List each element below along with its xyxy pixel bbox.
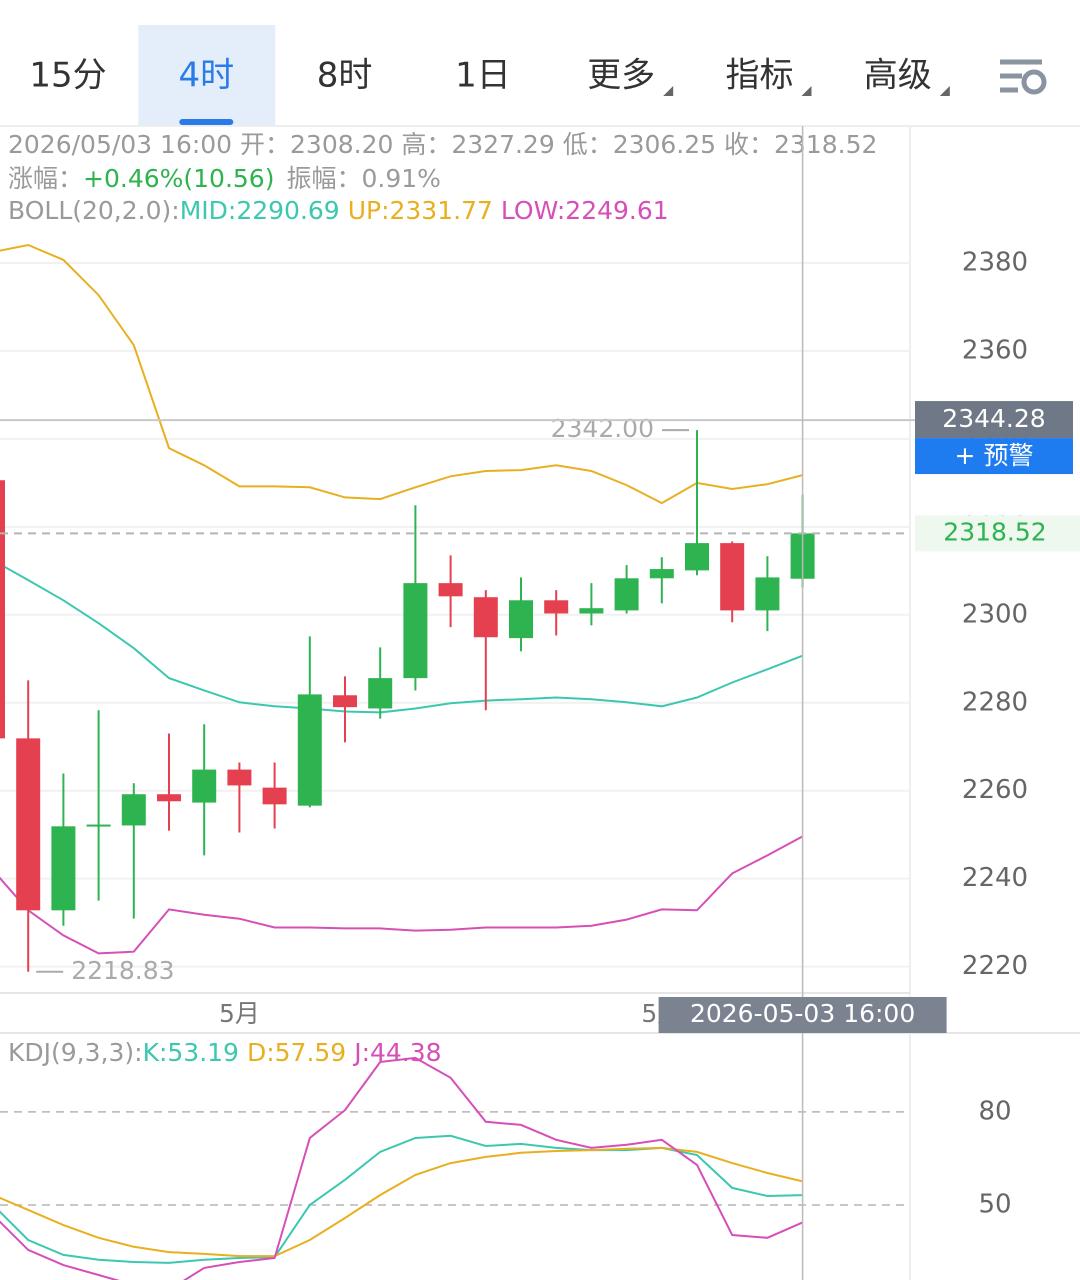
indicator-line: [0, 563, 803, 714]
y-tick-label: 2300: [962, 599, 1028, 629]
candle-body: [192, 769, 217, 803]
tab-bar: 15分 4时 8时 1日 更多 指标 高级: [29, 25, 950, 125]
candle-body: [473, 597, 498, 638]
tab[interactable]: 高级: [864, 56, 932, 96]
candle-body: [262, 787, 287, 805]
tab-highlight: [138, 25, 276, 125]
indicator-name: KDJ(9,3,3):: [8, 1038, 143, 1067]
candle-body: [403, 583, 428, 679]
last-price-label: 2344.28: [942, 404, 1045, 433]
icon-gear: [1021, 69, 1047, 95]
annotation-label: 2218.83: [71, 956, 174, 985]
legend-entry: MID:2290.69: [180, 196, 340, 225]
candle-body: [16, 738, 41, 911]
indicator-line: [0, 243, 803, 505]
tab[interactable]: 指标: [726, 56, 794, 96]
candle-body: [755, 577, 780, 611]
y-tick-label: 2240: [962, 863, 1028, 893]
tab[interactable]: 4时: [178, 56, 234, 96]
ohlc-info: 2026/05/03 16:00 开：2308.20 高：2327.29 低：2…: [8, 130, 877, 159]
indicator-name: BOLL(20,2.0):: [8, 196, 180, 225]
change-label: 涨幅：: [8, 164, 83, 193]
indicator-line: [0, 1146, 803, 1258]
close-tag: [915, 515, 1080, 552]
dropdown-arrow: [663, 86, 674, 96]
y-tick-label: 80: [978, 1096, 1011, 1126]
settings-icon[interactable]: [1000, 59, 1047, 95]
amplitude: 振幅：0.91%: [286, 164, 440, 193]
tab-underline: [179, 119, 234, 125]
candle-body: [333, 695, 357, 708]
indicator-line: [0, 835, 804, 955]
kdj-plot: [0, 1056, 910, 1280]
legend-entry: D:57.59: [247, 1038, 346, 1067]
y-tick-label: 2260: [962, 775, 1028, 805]
candle-body: [579, 608, 604, 614]
tab[interactable]: 1日: [455, 56, 511, 96]
x-tick-label: 5月: [219, 999, 260, 1028]
indicator-line: [0, 1056, 804, 1280]
dropdown-arrow: [801, 86, 812, 96]
crosshair-date-tag: [658, 997, 947, 1033]
dropdown-arrow: [939, 86, 950, 96]
legend-entry: LOW:2249.61: [501, 196, 669, 225]
candle-body: [86, 824, 111, 827]
tab[interactable]: 15分: [29, 56, 106, 96]
last-price-tag: [915, 401, 1073, 439]
tab[interactable]: 更多: [587, 56, 655, 96]
legend-entry: J:44.38: [352, 1038, 441, 1067]
y-tick-label: 2380: [962, 247, 1028, 277]
candle-body: [685, 543, 709, 571]
boll-legend: BOLL(20,2.0):MID:2290.69 UP:2331.77 LOW:22…: [8, 196, 669, 225]
alert-button[interactable]: [915, 438, 1073, 475]
candle-body: [297, 694, 322, 806]
crosshair-date: 2026-05-03 16:00: [690, 999, 915, 1028]
candle-body: [157, 794, 181, 802]
candle-body: [649, 569, 674, 579]
change-value: +0.46%(10.56): [83, 164, 274, 193]
y-tick-label: 2360: [962, 335, 1028, 365]
candle-body: [368, 678, 393, 709]
candle-body: [544, 600, 569, 614]
candle-body: [0, 480, 5, 739]
tab[interactable]: 8时: [317, 56, 373, 96]
candle-body: [51, 826, 76, 911]
candle-body: [614, 578, 639, 611]
candle-body: [509, 600, 533, 639]
kdj-legend: KDJ(9,3,3):K:53.19 D:57.59 J:44.38: [8, 1038, 442, 1067]
candle-body: [121, 794, 146, 826]
candle-body: [438, 583, 463, 597]
change-info: 涨幅：+0.46%(10.56) 振幅：0.91%: [8, 164, 441, 193]
overlays: 2342.00 2218.83 2344.28 + 预警 2318.52 2026-05-…: [0, 126, 1080, 1280]
close-tag-label: 2318.52: [943, 517, 1046, 546]
candle-body: [720, 543, 745, 611]
y-tick-label: 2280: [962, 687, 1028, 717]
y-tick-label: 50: [978, 1189, 1011, 1219]
alert-button-label[interactable]: + 预警: [955, 441, 1034, 470]
legend-entry: K:53.19: [143, 1038, 239, 1067]
y-tick-label: 2220: [962, 951, 1028, 981]
candle-body: [227, 769, 252, 786]
annotation-label: 2342.00: [551, 414, 654, 443]
legend-entry: UP:2331.77: [348, 196, 493, 225]
